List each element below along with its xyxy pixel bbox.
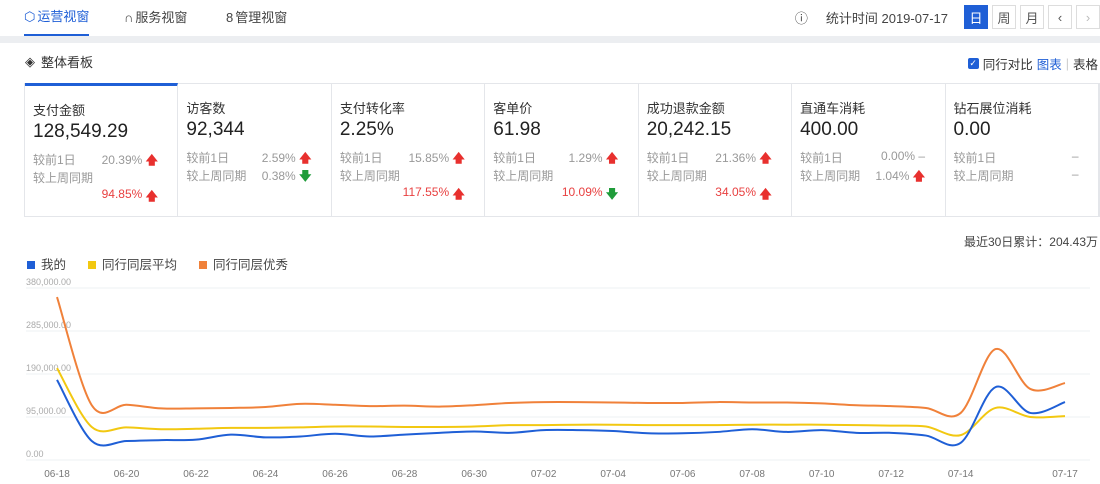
user-icon: 8 <box>226 10 234 25</box>
period-week-button[interactable]: 周 <box>992 5 1016 29</box>
metric-card[interactable]: 访客数 92,344 较前1日 2.59% 🡅 较上周同期 0.38% 🡇 <box>178 84 332 216</box>
shield-icon: ⬡ <box>24 9 36 24</box>
total-30-days: 最近30日累计：204.43万 <box>963 235 1098 249</box>
x-tick-label: 06-26 <box>322 469 348 480</box>
metric-title: 访客数 <box>186 101 226 116</box>
metric-title: 成功退款金额 <box>646 101 725 116</box>
next-button[interactable]: › <box>1076 5 1100 29</box>
series-line-avg <box>56 367 1066 437</box>
layers-icon: ◈ <box>25 53 35 69</box>
series-line-best <box>56 296 1066 418</box>
series-line-mine <box>56 379 1066 447</box>
metric-card[interactable]: 钻石展位消耗 0.00 较前1日 – 较上周同期 – <box>946 84 1099 216</box>
y-tick-label: 190,000.00 <box>26 363 71 373</box>
metric-title: 钻石展位消耗 <box>953 101 1032 116</box>
x-tick-label: 07-12 <box>878 469 904 480</box>
x-tick-label: 07-08 <box>739 469 765 480</box>
x-tick-label: 06-24 <box>253 469 279 480</box>
metric-value: 2.25% <box>339 119 394 140</box>
arrow-down-icon: 🡇 <box>605 187 619 201</box>
metric-value: 400.00 <box>800 119 859 140</box>
metric-value: 92,344 <box>186 119 245 140</box>
metric-title: 支付金额 <box>33 103 86 118</box>
metric-value: 20,242.15 <box>646 119 732 140</box>
metric-card[interactable]: 客单价 61.98 较前1日 1.29% 🡅 较上周同期 10.09% 🡇 <box>485 84 639 216</box>
tab-operations[interactable]: ⬡ 运营视窗 <box>24 0 90 36</box>
metric-card[interactable]: 直通车消耗 400.00 较前1日 0.00% – 较上周同期 1.04% 🡅 <box>792 84 946 216</box>
stat-time: 统计时间 2019-07-17 <box>825 10 948 26</box>
y-tick-label: 380,000.00 <box>26 277 71 287</box>
headset-icon: ∩ <box>124 10 134 25</box>
x-tick-label: 07-17 <box>1052 469 1078 480</box>
dash-icon: – <box>1071 167 1079 181</box>
metric-title: 客单价 <box>493 101 533 116</box>
metric-value: 128,549.29 <box>33 121 129 142</box>
metric-card[interactable]: 支付金额 128,549.29 较前1日 20.39% 🡅 较上周同期 94.85%… <box>25 83 179 216</box>
x-tick-label: 07-14 <box>948 469 974 480</box>
y-tick-label: 95,000.00 <box>26 406 66 416</box>
y-tick-label: 0.00 <box>26 449 44 459</box>
chart-legend: 我的 同行同层平均 同行同层优秀 <box>27 254 288 273</box>
top-bar: ⬡ 运营视窗 ∩ 服务视窗 8 管理视窗 ⓘ 统计时间 2019-07-17 日 周 … <box>0 0 1100 36</box>
x-tick-label: 06-28 <box>392 469 418 480</box>
dash-icon: – <box>1071 149 1079 163</box>
arrow-down-icon: 🡇 <box>299 169 312 183</box>
tab-service[interactable]: ∩ 服务视窗 <box>124 0 187 36</box>
arrow-up-icon: 🡅 <box>145 153 158 167</box>
legend-item[interactable]: 同行同层平均 <box>88 254 177 273</box>
arrow-up-icon: 🡅 <box>299 151 312 165</box>
arrow-up-icon: 🡅 <box>759 187 772 201</box>
period-day-button[interactable]: 日 <box>964 5 988 29</box>
arrow-up-icon: 🡅 <box>452 187 465 201</box>
view-chart-link[interactable]: 图表 <box>1036 58 1062 72</box>
metric-value: 0.00 <box>953 119 991 140</box>
divider <box>0 36 1100 43</box>
legend-swatch <box>199 261 208 269</box>
compare-label[interactable]: 同行对比 <box>982 58 1033 72</box>
legend-swatch <box>27 261 35 269</box>
view-table-link[interactable]: 表格 <box>1072 58 1098 72</box>
x-tick-label: 06-22 <box>183 469 209 480</box>
arrow-up-icon: 🡅 <box>605 151 619 165</box>
x-tick-label: 07-10 <box>809 469 835 480</box>
prev-button[interactable]: ‹ <box>1048 5 1072 29</box>
line-chart: 0.00 95,000.00 190,000.00 285,000.00 380,000… <box>26 277 1090 480</box>
legend-swatch <box>88 261 97 269</box>
x-tick-label: 07-06 <box>670 469 696 480</box>
metric-cards: 支付金额 128,549.29 较前1日 20.39% 🡅 较上周同期 94.85%… <box>24 83 1100 217</box>
arrow-up-icon: 🡅 <box>759 151 772 165</box>
dash-icon: – <box>918 149 926 163</box>
metric-title: 直通车消耗 <box>800 101 866 116</box>
tab-management[interactable]: 8 管理视窗 <box>226 0 287 36</box>
metric-card[interactable]: 支付转化率 2.25% 较前1日 15.85% 🡅 较上周同期 117.55% 🡅 <box>332 84 486 216</box>
metric-card[interactable]: 成功退款金额 20,242.15 较前1日 21.36% 🡅 较上周同期 34.05… <box>639 84 793 216</box>
x-tick-label: 06-18 <box>44 469 70 480</box>
arrow-up-icon: 🡅 <box>145 189 158 203</box>
panel-title: ◈ 整体看板 <box>25 53 94 71</box>
metric-value: 61.98 <box>493 119 541 140</box>
legend-item[interactable]: 同行同层优秀 <box>199 254 288 273</box>
x-tick-label: 06-20 <box>114 469 140 480</box>
info-icon[interactable]: ⓘ <box>794 10 808 26</box>
x-tick-label: 07-04 <box>600 469 626 480</box>
x-tick-label: 07-02 <box>531 469 557 480</box>
y-tick-label: 285,000.00 <box>26 320 71 330</box>
metric-title: 支付转化率 <box>339 101 405 116</box>
arrow-up-icon: 🡅 <box>452 151 465 165</box>
legend-item[interactable]: 我的 <box>27 254 66 273</box>
period-month-button[interactable]: 月 <box>1020 5 1044 29</box>
compare-checkbox[interactable]: ✓ <box>967 58 979 69</box>
arrow-up-icon: 🡅 <box>912 169 926 183</box>
x-tick-label: 06-30 <box>461 469 487 480</box>
